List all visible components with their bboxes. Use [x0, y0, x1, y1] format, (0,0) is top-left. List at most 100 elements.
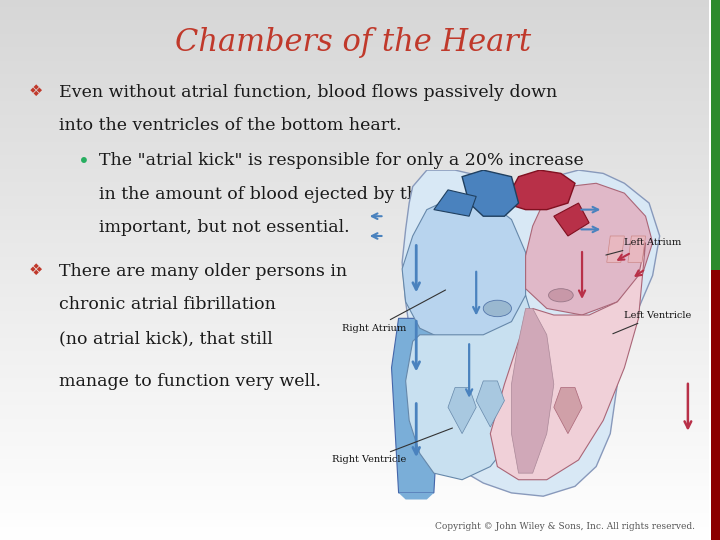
Bar — [0, 399, 709, 405]
Text: There are many older persons in: There are many older persons in — [59, 263, 347, 280]
Bar — [0, 452, 709, 459]
Bar — [0, 324, 709, 330]
Text: Left Atrium: Left Atrium — [606, 238, 682, 255]
Text: Even without atrial function, blood flows passively down: Even without atrial function, blood flow… — [59, 84, 557, 100]
Bar — [0, 446, 709, 453]
Bar — [0, 81, 709, 87]
Bar — [0, 189, 709, 195]
Polygon shape — [399, 493, 434, 500]
Bar — [0, 47, 709, 54]
Text: important, but not essential.: important, but not essential. — [99, 219, 350, 236]
Bar — [0, 141, 709, 149]
Polygon shape — [526, 183, 652, 315]
Text: The "atrial kick" is responsible for only a 20% increase: The "atrial kick" is responsible for onl… — [99, 152, 584, 169]
Bar — [0, 237, 709, 243]
Bar — [0, 102, 709, 108]
Bar — [0, 135, 709, 141]
Text: manage to function very well.: manage to function very well. — [59, 373, 321, 389]
Polygon shape — [402, 197, 526, 341]
Bar — [0, 209, 709, 216]
Bar — [0, 54, 709, 60]
Bar — [0, 364, 709, 372]
Bar — [0, 534, 709, 540]
Polygon shape — [402, 170, 660, 496]
Bar — [0, 310, 709, 317]
Bar — [0, 6, 709, 14]
Bar — [0, 472, 709, 480]
Bar — [0, 0, 709, 6]
Polygon shape — [511, 308, 554, 473]
Bar — [0, 195, 709, 202]
Bar — [0, 162, 709, 168]
Text: ❖: ❖ — [29, 263, 43, 278]
Bar — [0, 418, 709, 426]
Bar — [0, 156, 709, 162]
Bar — [0, 303, 709, 310]
Ellipse shape — [549, 289, 573, 302]
Bar — [0, 284, 709, 291]
Bar — [0, 358, 709, 365]
Bar — [0, 256, 709, 263]
Text: into the ventricles of the bottom heart.: into the ventricles of the bottom heart. — [59, 117, 402, 134]
Bar — [0, 40, 709, 47]
Bar — [0, 291, 709, 297]
Bar — [0, 480, 709, 486]
Polygon shape — [476, 381, 505, 427]
Bar — [0, 263, 709, 270]
Bar — [0, 14, 709, 20]
Bar — [0, 176, 709, 183]
Bar — [0, 27, 709, 33]
Bar — [0, 183, 709, 189]
Text: Right Atrium: Right Atrium — [342, 290, 446, 333]
Text: •: • — [78, 152, 89, 171]
Bar — [0, 507, 709, 513]
Bar — [0, 168, 709, 176]
Bar — [0, 526, 709, 534]
Bar — [0, 20, 709, 27]
Bar — [711, 0, 720, 270]
Text: chronic atrial fibrillation: chronic atrial fibrillation — [59, 296, 276, 313]
Text: in the amount of blood ejected by the ventricles –: in the amount of blood ejected by the ve… — [99, 186, 535, 202]
Bar — [0, 108, 709, 115]
Bar — [0, 459, 709, 465]
Bar — [0, 297, 709, 303]
Text: Chambers of the Heart: Chambers of the Heart — [175, 27, 531, 58]
Text: Copyright © John Wiley & Sons, Inc. All rights reserved.: Copyright © John Wiley & Sons, Inc. All … — [435, 522, 695, 531]
Text: Right Ventricle: Right Ventricle — [331, 428, 452, 464]
Polygon shape — [607, 236, 624, 262]
Bar — [0, 249, 709, 256]
Bar — [0, 465, 709, 472]
Bar — [0, 405, 709, 411]
Bar — [0, 148, 709, 156]
Bar — [0, 351, 709, 357]
Polygon shape — [434, 190, 476, 216]
Polygon shape — [554, 388, 582, 434]
Bar — [0, 222, 709, 230]
Bar — [0, 345, 709, 351]
Bar — [0, 115, 709, 122]
Bar — [0, 122, 709, 128]
Bar — [0, 411, 709, 418]
Bar — [0, 68, 709, 74]
Polygon shape — [505, 170, 575, 210]
Bar — [0, 392, 709, 399]
Bar — [0, 202, 709, 209]
Polygon shape — [490, 242, 646, 480]
Bar — [0, 230, 709, 237]
Bar — [0, 486, 709, 492]
Text: (no atrial kick), that still: (no atrial kick), that still — [59, 330, 273, 347]
Bar — [0, 330, 709, 338]
Polygon shape — [392, 318, 441, 493]
Text: ❖: ❖ — [29, 84, 43, 99]
Bar — [0, 60, 709, 68]
Bar — [0, 378, 709, 384]
Bar — [0, 87, 709, 94]
Bar — [0, 426, 709, 432]
Bar — [0, 128, 709, 135]
Bar — [0, 372, 709, 378]
Bar — [0, 74, 709, 81]
Polygon shape — [405, 295, 533, 480]
Bar — [0, 384, 709, 391]
Bar — [0, 270, 709, 276]
Polygon shape — [554, 203, 589, 236]
